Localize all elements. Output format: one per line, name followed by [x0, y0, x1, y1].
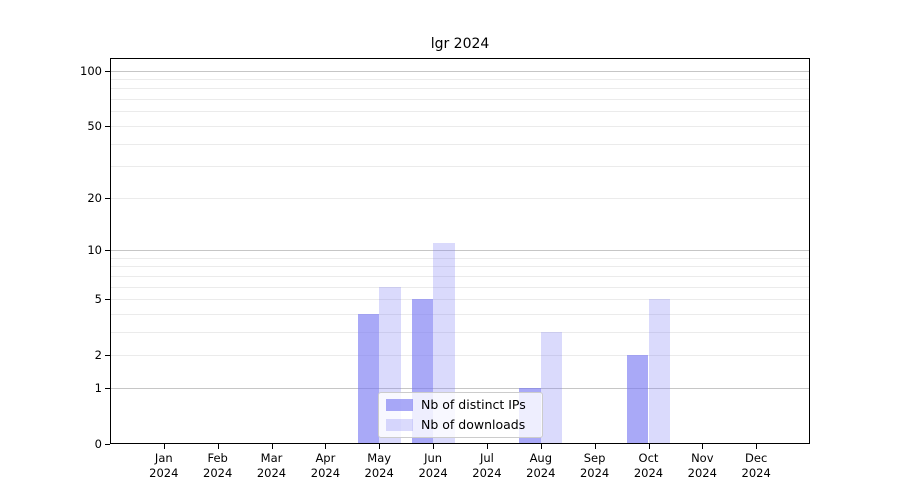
y-tick-label-1: 1 — [94, 380, 102, 395]
y-tick-2 — [105, 355, 110, 356]
gridline-minor-4 — [111, 313, 809, 315]
x-tick-Jan — [163, 444, 165, 449]
gridline-minor-50 — [111, 125, 809, 127]
gridline-minor-30 — [111, 166, 809, 168]
gridline-minor-90 — [111, 79, 809, 80]
x-tick-Apr — [325, 444, 327, 449]
x-tick-label-Feb: Feb 2024 — [203, 451, 233, 480]
y-tick-0 — [105, 444, 110, 445]
y-tick-label-100: 100 — [80, 63, 102, 78]
gridline-major-100 — [111, 70, 809, 72]
legend: Nb of distinct IPs Nb of downloads — [378, 392, 543, 438]
gridline-minor-8 — [111, 266, 809, 268]
gridline-minor-2 — [111, 355, 809, 357]
x-tick-label-Sep: Sep 2024 — [579, 451, 610, 480]
gridline-major-1 — [111, 387, 809, 389]
x-tick-Jul — [486, 444, 488, 449]
x-tick-label-Oct: Oct 2024 — [633, 451, 664, 480]
x-tick-Jun — [433, 444, 435, 449]
y-tick-50 — [105, 126, 110, 127]
x-tick-label-Mar: Mar 2024 — [256, 451, 287, 480]
y-tick-5 — [105, 299, 110, 300]
x-tick-Nov — [702, 444, 704, 449]
y-tick-label-5: 5 — [94, 292, 102, 306]
bar-distinct-ips-May — [357, 313, 380, 444]
legend-swatch-downloads — [386, 419, 413, 431]
gridline-minor-20 — [111, 197, 809, 199]
bar-downloads-Aug — [540, 331, 563, 444]
gridline-minor-7 — [111, 275, 809, 277]
x-tick-label-Jun: Jun 2024 — [418, 451, 448, 480]
x-tick-Mar — [271, 444, 273, 449]
x-tick-Oct — [648, 444, 650, 449]
y-tick-label-0: 0 — [94, 437, 102, 451]
y-tick-label-20: 20 — [87, 190, 102, 205]
x-tick-label-Jan: Jan 2024 — [149, 451, 179, 480]
y-tick-label-2: 2 — [94, 348, 102, 363]
legend-swatch-distinct-ips — [386, 399, 413, 411]
x-tick-Sep — [594, 444, 596, 449]
x-tick-label-May: May 2024 — [364, 451, 394, 480]
gridline-minor-80 — [111, 88, 809, 90]
gridline-minor-40 — [111, 143, 809, 145]
gridline-minor-70 — [111, 99, 809, 101]
x-tick-label-Nov: Nov 2024 — [687, 451, 717, 480]
x-tick-label-Dec: Dec 2024 — [741, 451, 771, 480]
x-tick-label-Aug: Aug 2024 — [526, 451, 556, 480]
x-tick-label-Jul: Jul 2024 — [472, 451, 502, 480]
x-tick-Dec — [756, 444, 758, 449]
y-tick-label-50: 50 — [87, 118, 102, 133]
bar-distinct-ips-Oct — [626, 355, 649, 444]
gridline-major-10 — [111, 250, 809, 251]
x-tick-label-Apr: Apr 2024 — [310, 451, 341, 480]
y-tick-label-10: 10 — [87, 243, 102, 257]
x-tick-Feb — [217, 444, 219, 449]
gridline-minor-6 — [111, 286, 809, 288]
y-tick-10 — [105, 250, 110, 251]
gridline-minor-60 — [111, 111, 809, 113]
legend-label-distinct-ips: Nb of distinct IPs — [421, 397, 526, 412]
x-tick-May — [379, 444, 381, 449]
chart-title: lgr 2024 — [430, 36, 490, 52]
y-tick-1 — [105, 388, 110, 389]
plot-area-border — [110, 58, 810, 444]
bar-downloads-Oct — [648, 299, 670, 444]
gridline-minor-5 — [111, 299, 809, 300]
legend-item-distinct-ips: Nb of distinct IPs — [386, 398, 535, 412]
legend-item-downloads: Nb of downloads — [386, 418, 535, 432]
y-tick-100 — [105, 71, 110, 72]
x-tick-Aug — [540, 444, 542, 449]
gridline-minor-3 — [111, 331, 809, 333]
gridline-minor-9 — [111, 257, 809, 259]
y-tick-20 — [105, 198, 110, 199]
legend-label-downloads: Nb of downloads — [421, 417, 526, 432]
